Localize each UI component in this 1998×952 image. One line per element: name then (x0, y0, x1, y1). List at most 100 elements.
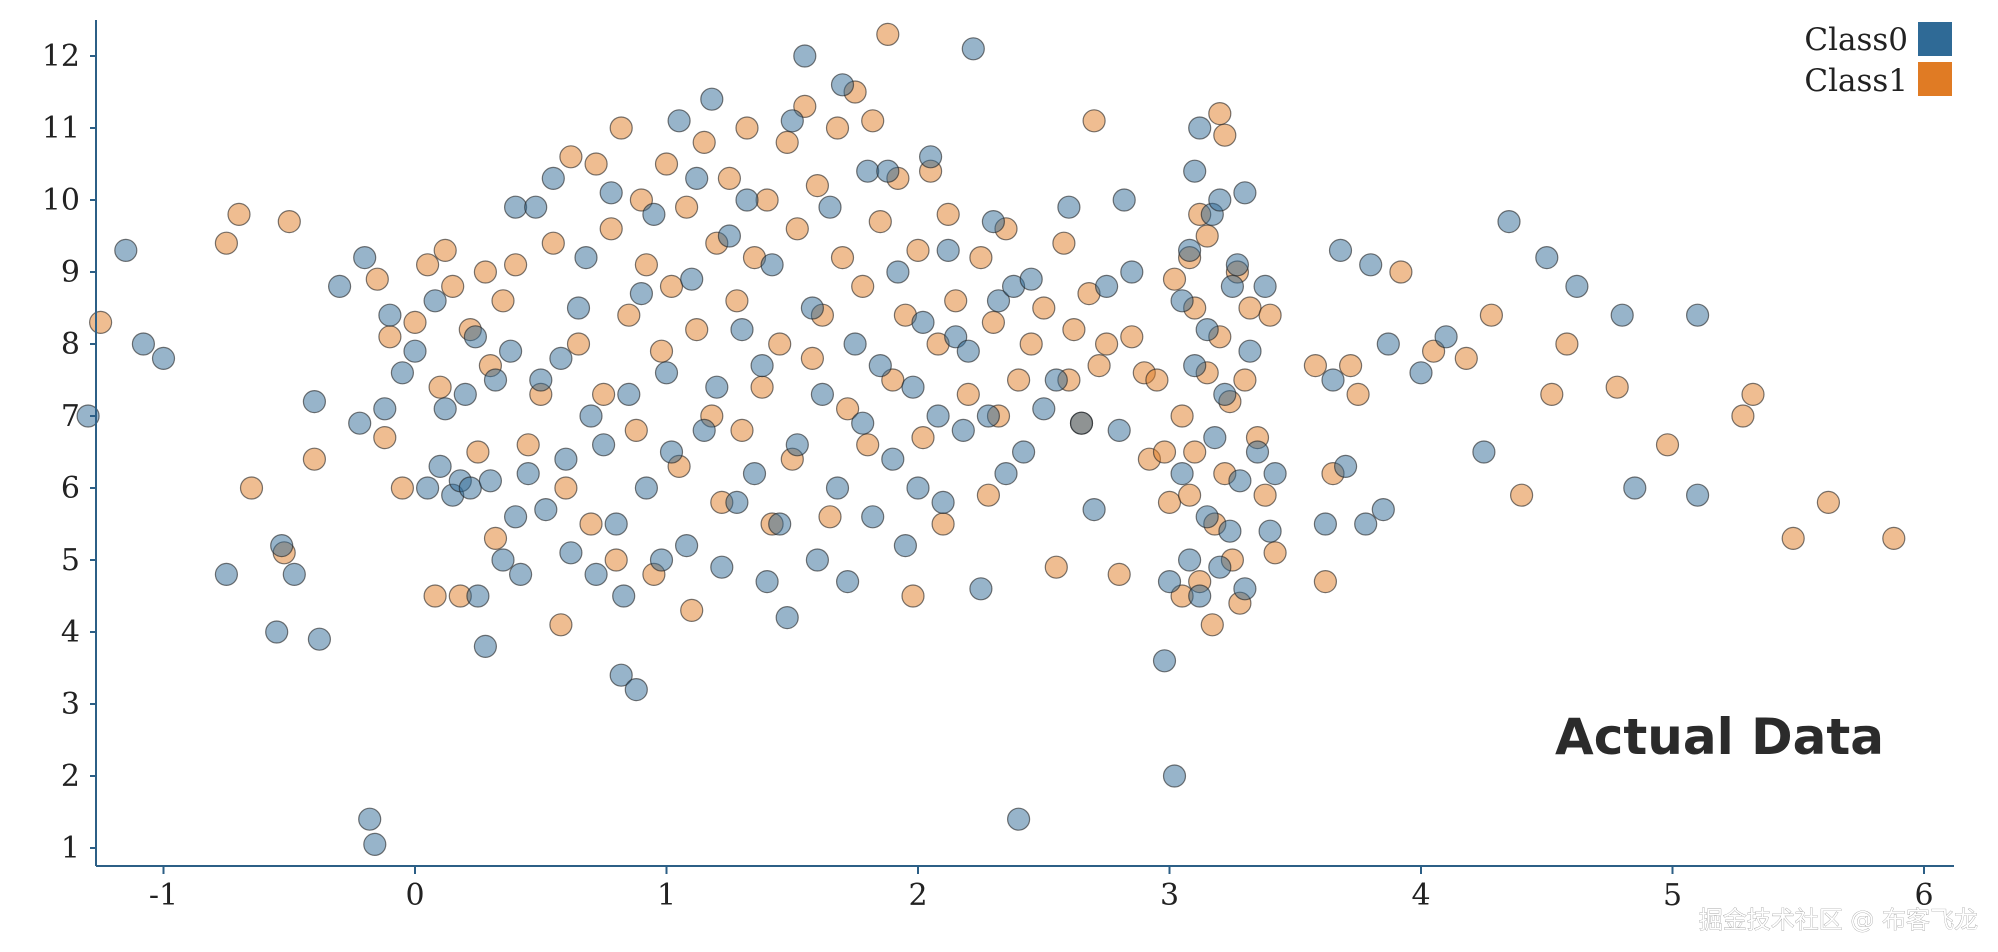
data-point-class0 (805, 548, 830, 572)
data-point-class0 (1359, 253, 1383, 277)
data-point-class0 (1535, 246, 1559, 270)
data-point-class0 (1177, 548, 1202, 572)
chart-annotation: Actual Data (1555, 708, 1884, 766)
data-point-class1 (1195, 224, 1219, 248)
data-point-class0 (1233, 577, 1257, 601)
x-tick-label: 1 (657, 878, 676, 913)
data-point-class0 (1170, 462, 1194, 486)
data-point-class0 (901, 375, 925, 399)
data-point-class1 (599, 217, 623, 241)
data-point-class0 (1203, 426, 1227, 450)
data-point-class1 (1006, 368, 1031, 392)
data-point-class1 (1107, 562, 1131, 587)
data-point-class1 (861, 109, 885, 133)
data-point-class0 (755, 569, 779, 594)
data-point-class0 (1082, 498, 1106, 522)
data-point-class0 (416, 476, 440, 500)
data-point-class1 (674, 195, 699, 219)
data-point-class1 (976, 483, 1001, 507)
data-point-class1 (931, 512, 955, 536)
data-point-class1 (503, 253, 528, 277)
data-point-class0 (906, 476, 930, 500)
data-point-class0 (1321, 368, 1345, 392)
data-point-class0 (478, 469, 502, 493)
data-point-class1 (805, 174, 830, 198)
data-point-class1 (1157, 490, 1182, 514)
data-point-class0 (1032, 397, 1056, 421)
y-tick-label: 1 (61, 831, 80, 866)
data-point-class1 (541, 231, 565, 255)
data-point-class0 (473, 634, 497, 659)
data-point-class0 (76, 404, 100, 428)
data-point-class1 (956, 382, 980, 406)
data-point-class1 (302, 447, 326, 471)
data-point-class1 (685, 318, 709, 342)
x-tick-label: 5 (1663, 878, 1682, 913)
data-point-class0 (151, 346, 176, 370)
x-tick-label: 6 (1914, 878, 1933, 913)
points-layer (76, 22, 1906, 857)
y-tick-label: 12 (42, 39, 80, 74)
data-point-class0 (584, 562, 608, 587)
data-point-class1 (936, 202, 960, 226)
data-point-class0 (1208, 555, 1232, 579)
data-point-class0 (981, 210, 1006, 234)
data-point-class1 (906, 238, 930, 262)
data-point-class0 (1472, 440, 1496, 464)
data-point-class1 (654, 152, 679, 176)
data-point-class1 (1509, 483, 1534, 507)
data-point-class0 (911, 310, 935, 334)
data-point-class1 (373, 426, 397, 450)
data-point-class1 (835, 397, 860, 421)
data-point-class0 (1313, 512, 1338, 536)
data-point-class0 (265, 620, 289, 644)
data-point-class1 (1346, 382, 1370, 406)
data-point-class0 (961, 37, 985, 61)
data-point-class1 (1152, 440, 1177, 464)
data-point-class0 (700, 87, 724, 111)
x-axis: -1 0 1 2 3 4 5 6 (149, 866, 1934, 913)
data-point-class0 (994, 462, 1018, 486)
data-point-class0 (843, 332, 867, 356)
data-point-class0 (926, 404, 950, 428)
data-point-class1 (750, 375, 774, 399)
y-tick-label: 6 (61, 471, 80, 506)
data-point-class0 (725, 490, 749, 514)
data-point-class0 (1263, 462, 1287, 486)
legend-label-class0: Class0 (1804, 22, 1908, 58)
data-point-class0 (423, 289, 447, 313)
data-point-class0 (529, 368, 553, 392)
data-point-class0 (599, 181, 623, 205)
data-point-class1 (725, 289, 749, 313)
data-point-class1 (1454, 346, 1478, 370)
data-point-class0 (131, 332, 155, 356)
x-tick-label: 2 (908, 878, 927, 913)
data-point-class0 (433, 397, 457, 421)
data-point-class0 (1069, 411, 1094, 435)
data-point-class1 (390, 476, 414, 500)
data-point-class0 (1120, 260, 1144, 284)
legend: Class0 Class1 (1804, 22, 1952, 99)
data-point-class1 (717, 166, 742, 190)
data-point-class0 (1220, 274, 1245, 298)
data-point-class1 (1263, 541, 1287, 565)
data-point-class0 (1208, 188, 1232, 212)
data-point-class0 (785, 433, 809, 457)
data-point-class0 (1685, 303, 1710, 327)
data-point-class1 (768, 332, 792, 356)
data-point-class1 (1781, 526, 1805, 551)
data-point-class0 (1333, 454, 1358, 478)
data-point-class0 (1183, 354, 1207, 378)
data-point-class0 (851, 411, 875, 435)
data-point-class0 (466, 584, 490, 608)
data-point-class1 (1120, 325, 1144, 349)
data-point-class0 (549, 346, 573, 370)
data-point-class1 (423, 584, 447, 608)
data-point-class0 (1253, 274, 1277, 298)
data-point-class1 (549, 613, 573, 637)
data-point-class1 (579, 512, 603, 536)
data-point-class0 (1094, 274, 1119, 298)
y-tick-label: 11 (42, 111, 80, 146)
legend-item-class1: Class1 (1804, 62, 1952, 99)
data-point-class0 (685, 166, 709, 190)
